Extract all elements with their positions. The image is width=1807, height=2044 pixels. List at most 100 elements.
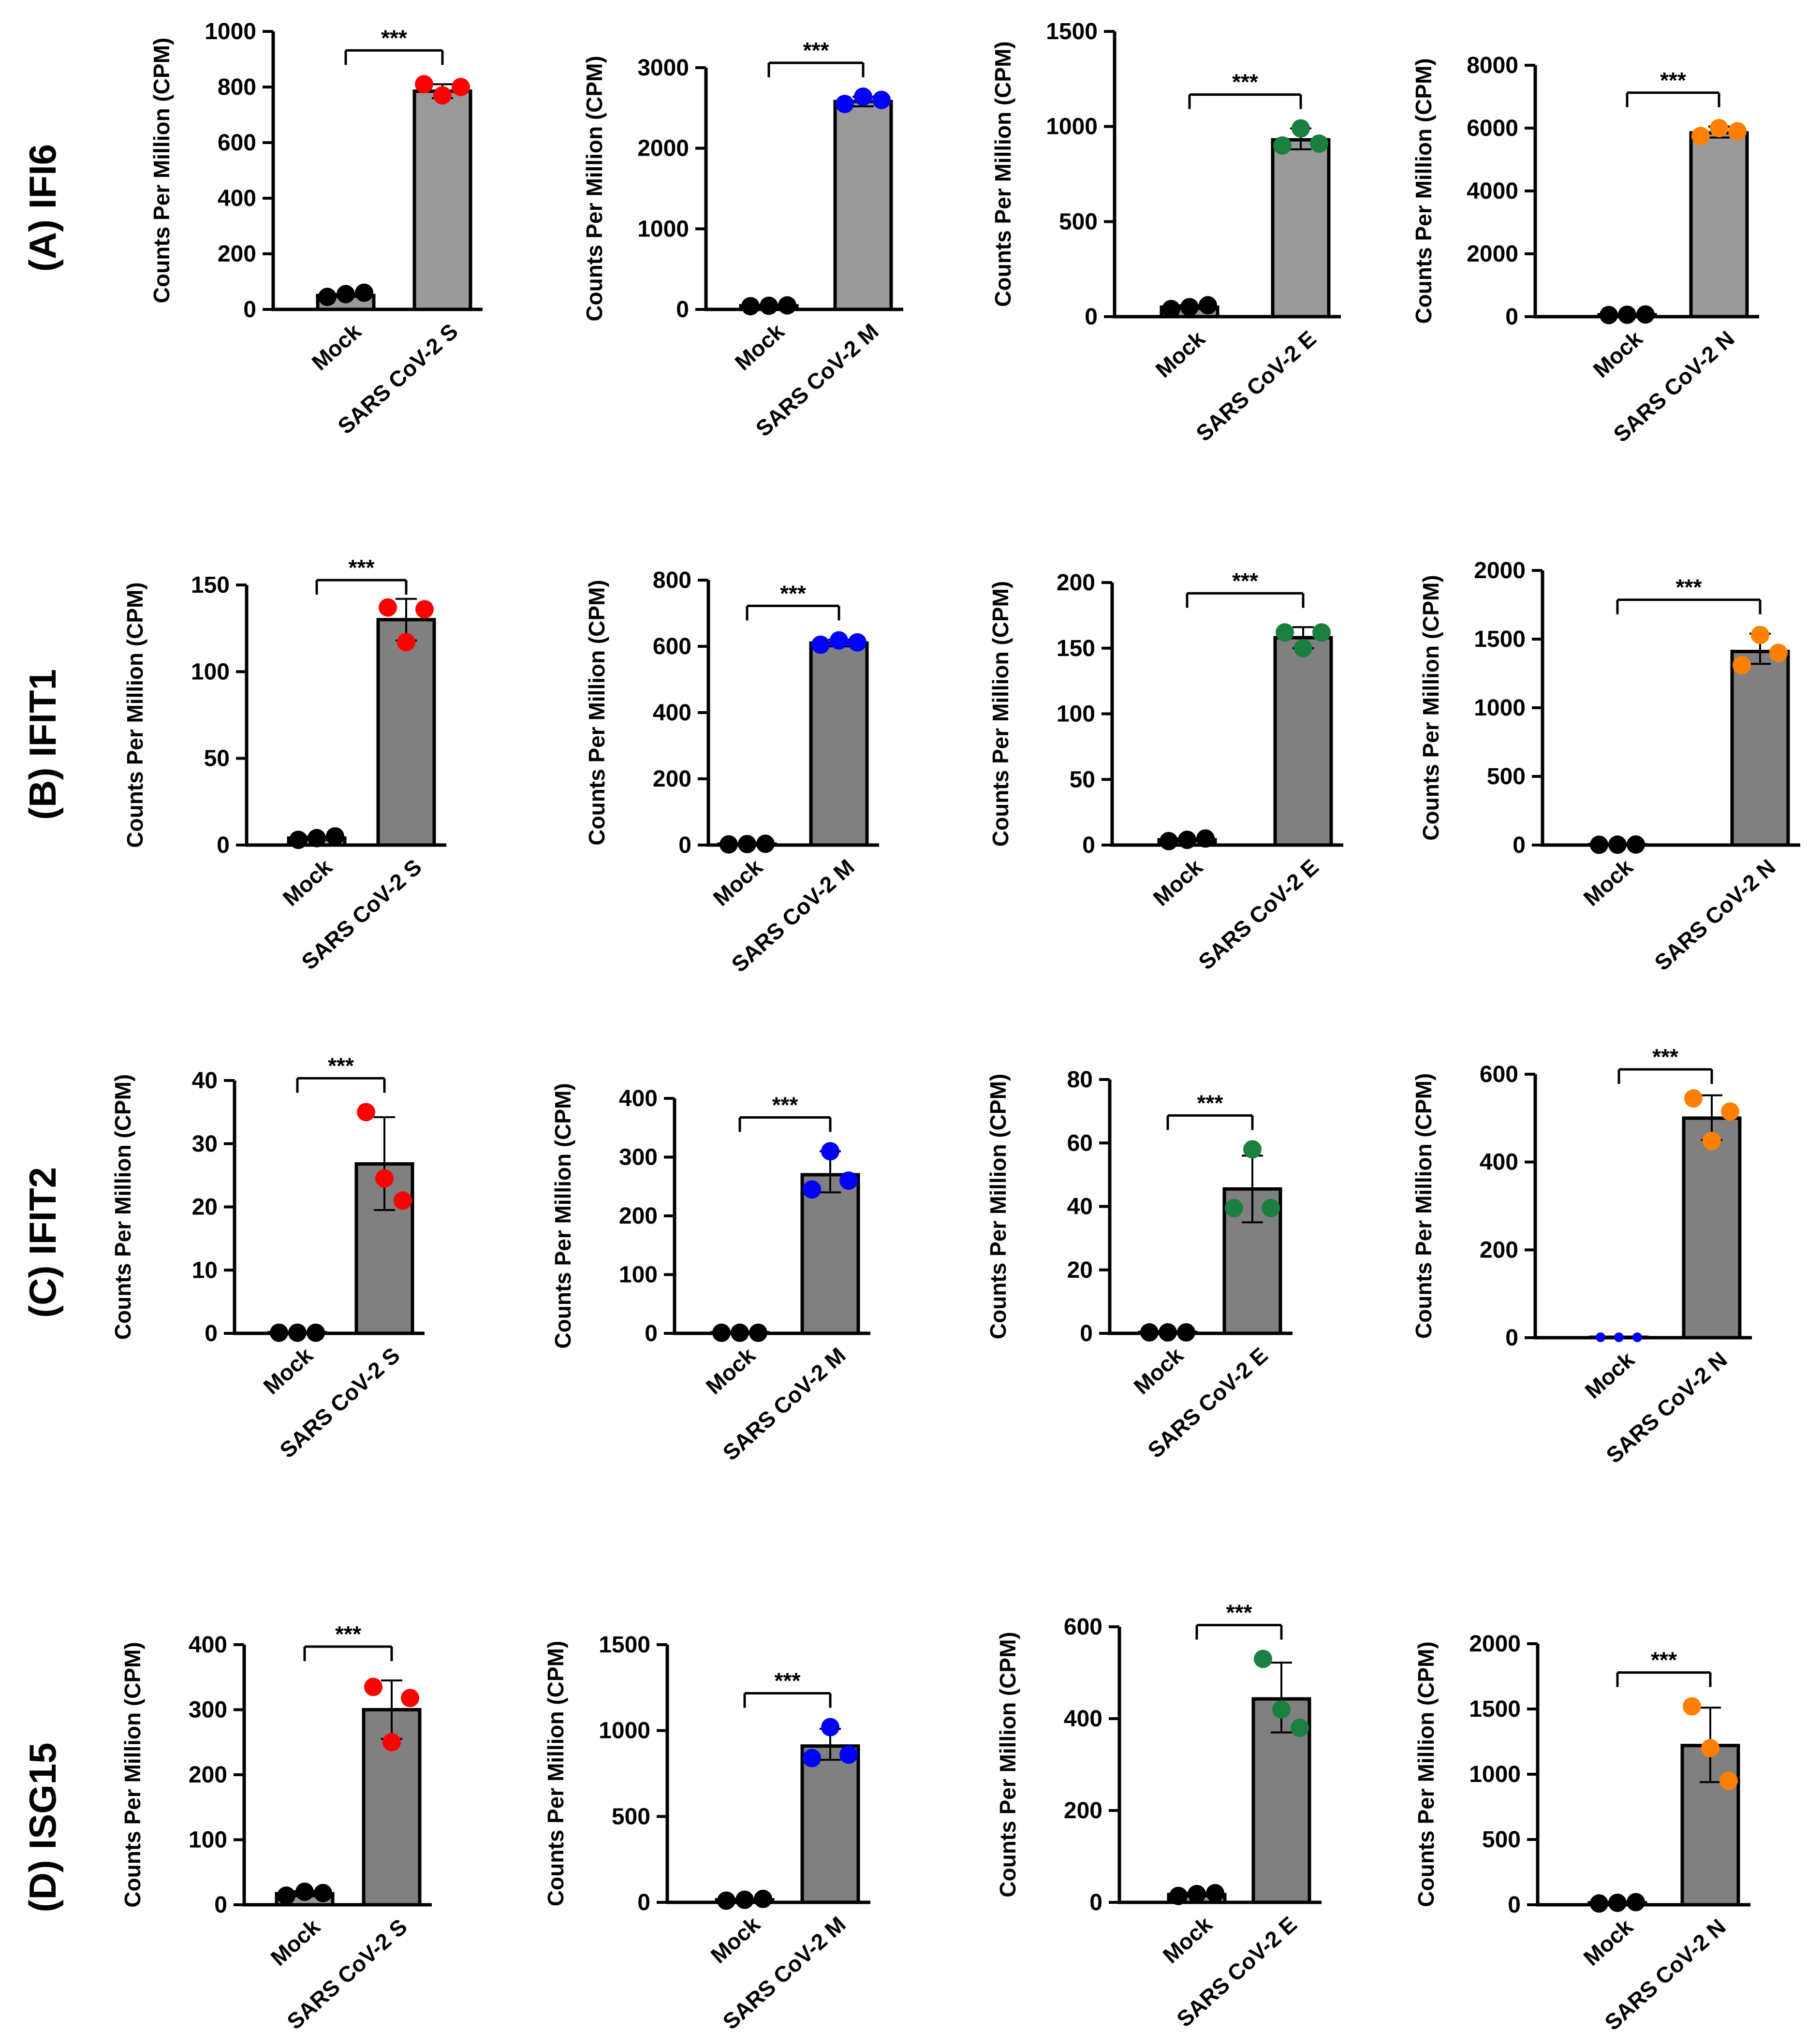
y-tick-label: 0 [1082,832,1095,858]
y-axis-label: Counts Per Million (CPM) [122,582,147,847]
data-point [778,296,796,315]
data-point [749,1323,767,1342]
y-tick-label: 3000 [637,55,689,81]
y-tick-label: 0 [1505,1325,1518,1351]
data-point [307,1323,325,1342]
data-point [270,1323,288,1342]
chart-panel-d4: 0 500 1000 1500 2000 Counts Per Million (CPM)… [1413,1631,1750,2035]
y-axis-label: Counts Per Million (CPM) [1418,575,1443,840]
y-axis-label: Counts Per Million (CPM) [149,38,174,303]
data-point [1590,835,1608,854]
y-tick-label: 50 [1070,767,1095,792]
bar-treatment [1730,650,1790,847]
data-point [1600,306,1618,324]
y-tick-label: 0 [1080,1321,1093,1346]
y-tick-label: 0 [217,832,230,858]
significance-label: *** [1676,575,1702,600]
data-point [1733,656,1751,674]
data-point [1703,1132,1721,1151]
y-tick-label: 300 [189,1697,227,1723]
x-tick-label-mock: Mock [1588,326,1647,383]
data-point [1618,306,1636,324]
y-tick-label: 0 [676,297,689,322]
significance-label: *** [1232,568,1258,593]
chart-panel-a4: 0 2000 4000 6000 8000 Counts Per Million (CPM… [1411,53,1759,447]
x-tick-label-mock: Mock [701,1343,760,1400]
bar-treatment [1689,131,1749,319]
bar-treatment [809,641,869,847]
x-tick-label-mock: Mock [1129,1343,1188,1400]
significance-label: *** [1651,1648,1677,1673]
significance-label: *** [780,581,806,606]
y-tick-label: 400 [619,1086,658,1111]
data-point [415,75,433,94]
data-point [318,288,337,307]
data-point [375,1169,394,1188]
y-tick-label: 2000 [1467,241,1518,267]
y-tick-label: 30 [192,1131,218,1157]
y-tick-label: 400 [189,1632,227,1658]
significance-label: *** [328,1053,354,1078]
y-tick-label: 200 [653,766,691,792]
row-label-d: (D) ISG15 [21,1742,64,1912]
y-tick-label: 20 [1067,1257,1093,1283]
data-point [1162,300,1180,319]
x-tick-label-mock: Mock [1580,1347,1639,1404]
data-point [1188,1884,1206,1903]
y-tick-label: 100 [191,659,230,685]
y-tick-label: 1000 [599,1718,650,1744]
data-point [397,633,415,652]
row-label-b: (B) IFIT1 [21,669,64,820]
y-tick-label: 60 [1067,1130,1093,1156]
x-tick-label-mock: Mock [259,1343,318,1400]
data-point [1254,1650,1272,1668]
y-tick-label: 400 [1064,1706,1102,1732]
y-tick-label: 2000 [1474,558,1526,584]
y-axis-label: Counts Per Million (CPM) [110,1074,135,1340]
y-tick-label: 0 [205,1321,218,1346]
data-point [1751,626,1769,644]
data-point [1632,1332,1642,1343]
data-point [1721,1102,1739,1121]
data-point [754,1889,772,1908]
data-point [295,1883,314,1901]
significance-label: *** [1226,1600,1252,1625]
bar-treatment [1682,1116,1742,1340]
y-tick-label: 0 [1089,1890,1102,1915]
y-tick-label: 300 [619,1145,658,1170]
bar-treatment [412,89,472,311]
data-point [1769,643,1788,662]
significance-label: *** [803,38,829,63]
chart-panel-d1: 0 100 200 300 400 Counts Per Million (CPM) Moc… [120,1621,432,2034]
data-point [401,1689,419,1708]
y-axis-label: Counts Per Million (CPM) [990,41,1015,307]
y-tick-label: 100 [1057,701,1095,727]
bar-treatment [800,1173,860,1335]
data-point [1196,829,1215,848]
data-point [1614,1332,1624,1343]
bar-treatment [1273,636,1333,847]
y-axis-label: Counts Per Million (CPM) [995,1632,1020,1897]
y-axis-label: Counts Per Million (CPM) [120,1642,145,1907]
data-point [1276,623,1294,642]
significance-label: *** [349,555,375,580]
y-tick-label: 0 [214,1892,227,1918]
data-point [379,598,397,617]
y-tick-label: 8000 [1467,53,1518,78]
data-point [1291,1719,1309,1737]
y-tick-label: 500 [612,1804,650,1829]
y-tick-label: 600 [1064,1614,1102,1640]
data-point [364,1678,382,1696]
y-tick-label: 200 [189,1762,227,1788]
data-point [1636,305,1655,324]
y-axis-label: Counts Per Million (CPM) [988,581,1013,847]
significance-label: *** [775,1668,801,1694]
y-tick-label: 1000 [637,216,689,242]
y-tick-label: 200 [218,241,256,267]
y-tick-label: 500 [1059,209,1098,234]
data-point [760,296,778,315]
